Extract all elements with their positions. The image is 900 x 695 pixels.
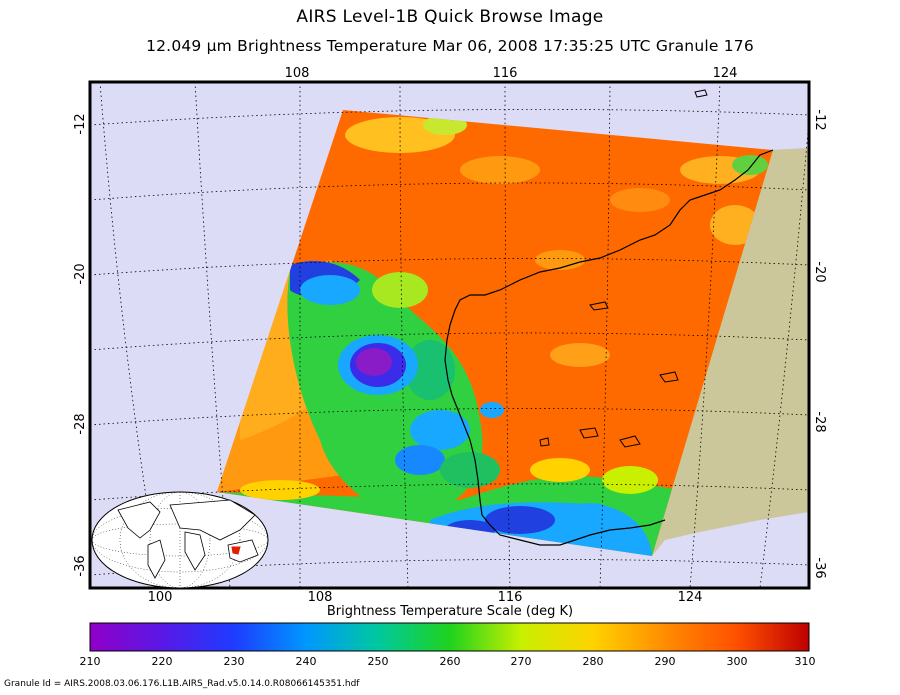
- lon-label-bottom: 100: [148, 590, 173, 605]
- lat-label-left: -20: [73, 263, 88, 284]
- lon-label-bottom: 108: [308, 590, 333, 605]
- colorbar-tick: 220: [151, 655, 173, 668]
- lon-label-top: 124: [713, 66, 738, 81]
- lat-label-left: -28: [73, 413, 88, 434]
- lon-label-bottom: 116: [498, 590, 523, 605]
- locator-globe: [91, 491, 269, 589]
- colorbar-tick: 260: [439, 655, 461, 668]
- colorbar-tick: 210: [79, 655, 101, 668]
- colorbar-tick: 280: [582, 655, 604, 668]
- graticule: [90, 82, 809, 588]
- lat-label-right: -20: [812, 261, 827, 282]
- lat-label-right: -28: [812, 411, 827, 432]
- page-title: AIRS Level-1B Quick Browse Image: [296, 7, 604, 27]
- colorbar-tick: 240: [295, 655, 317, 668]
- lat-label-left: -12: [73, 113, 88, 134]
- lat-label-right: -12: [812, 109, 827, 130]
- colorbar-tick: 250: [367, 655, 389, 668]
- coastline: [444, 149, 774, 546]
- page-subtitle: 12.049 µm Brightness Temperature Mar 06,…: [146, 37, 754, 55]
- lat-label-left: -36: [73, 555, 88, 576]
- colorbar: [89, 622, 810, 652]
- lon-label-bottom: 124: [678, 590, 703, 605]
- granule-id: Granule Id = AIRS.2008.03.06.176.L1B.AIR…: [4, 679, 360, 689]
- map-frame: [88, 80, 811, 590]
- lon-label-top: 116: [493, 66, 518, 81]
- colorbar-tick: 310: [794, 655, 816, 668]
- colorbar-title: Brightness Temperature Scale (deg K): [326, 604, 574, 619]
- land-area: [652, 148, 809, 556]
- lon-label-top: 108: [285, 66, 310, 81]
- colorbar-tick: 290: [654, 655, 676, 668]
- colorbar-tick: 270: [510, 655, 532, 668]
- colorbar-tick: 300: [726, 655, 748, 668]
- lat-label-right: -36: [812, 557, 827, 578]
- colorbar-tick: 230: [223, 655, 245, 668]
